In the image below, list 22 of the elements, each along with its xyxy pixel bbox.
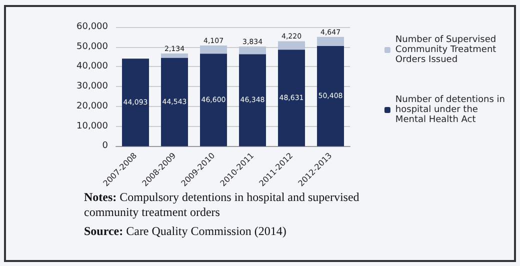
bar bbox=[122, 58, 149, 146]
legend-label: Number of Supervised Community Treatment Orders Issued bbox=[395, 35, 497, 65]
y-tick-label: 50,000 bbox=[76, 42, 108, 52]
y-tick-label: 10,000 bbox=[76, 121, 108, 132]
y-tick-label: 30,000 bbox=[76, 82, 108, 92]
source-note: Source: Care Quality Commission (2014) bbox=[84, 224, 288, 239]
bar bbox=[200, 45, 227, 54]
text: Notes: Compulsory detentions in hospital and supervised community treatment orders bbox=[84, 190, 360, 220]
bar bbox=[161, 58, 188, 146]
y-tick-label: 60,000 bbox=[76, 22, 108, 32]
y-tick-label: 40,000 bbox=[76, 62, 108, 72]
bar bbox=[161, 53, 188, 58]
bar bbox=[239, 46, 266, 54]
legend-label: Number of detentions in hospital under the Mental Health Act bbox=[395, 95, 506, 125]
y-tick-label: 20,000 bbox=[76, 101, 108, 112]
bar bbox=[317, 36, 344, 46]
bar bbox=[239, 54, 266, 146]
bar bbox=[278, 41, 305, 50]
bar bbox=[200, 54, 227, 146]
bar bbox=[278, 50, 305, 146]
bar bbox=[317, 46, 344, 146]
y-tick-label: 0 bbox=[102, 141, 108, 152]
